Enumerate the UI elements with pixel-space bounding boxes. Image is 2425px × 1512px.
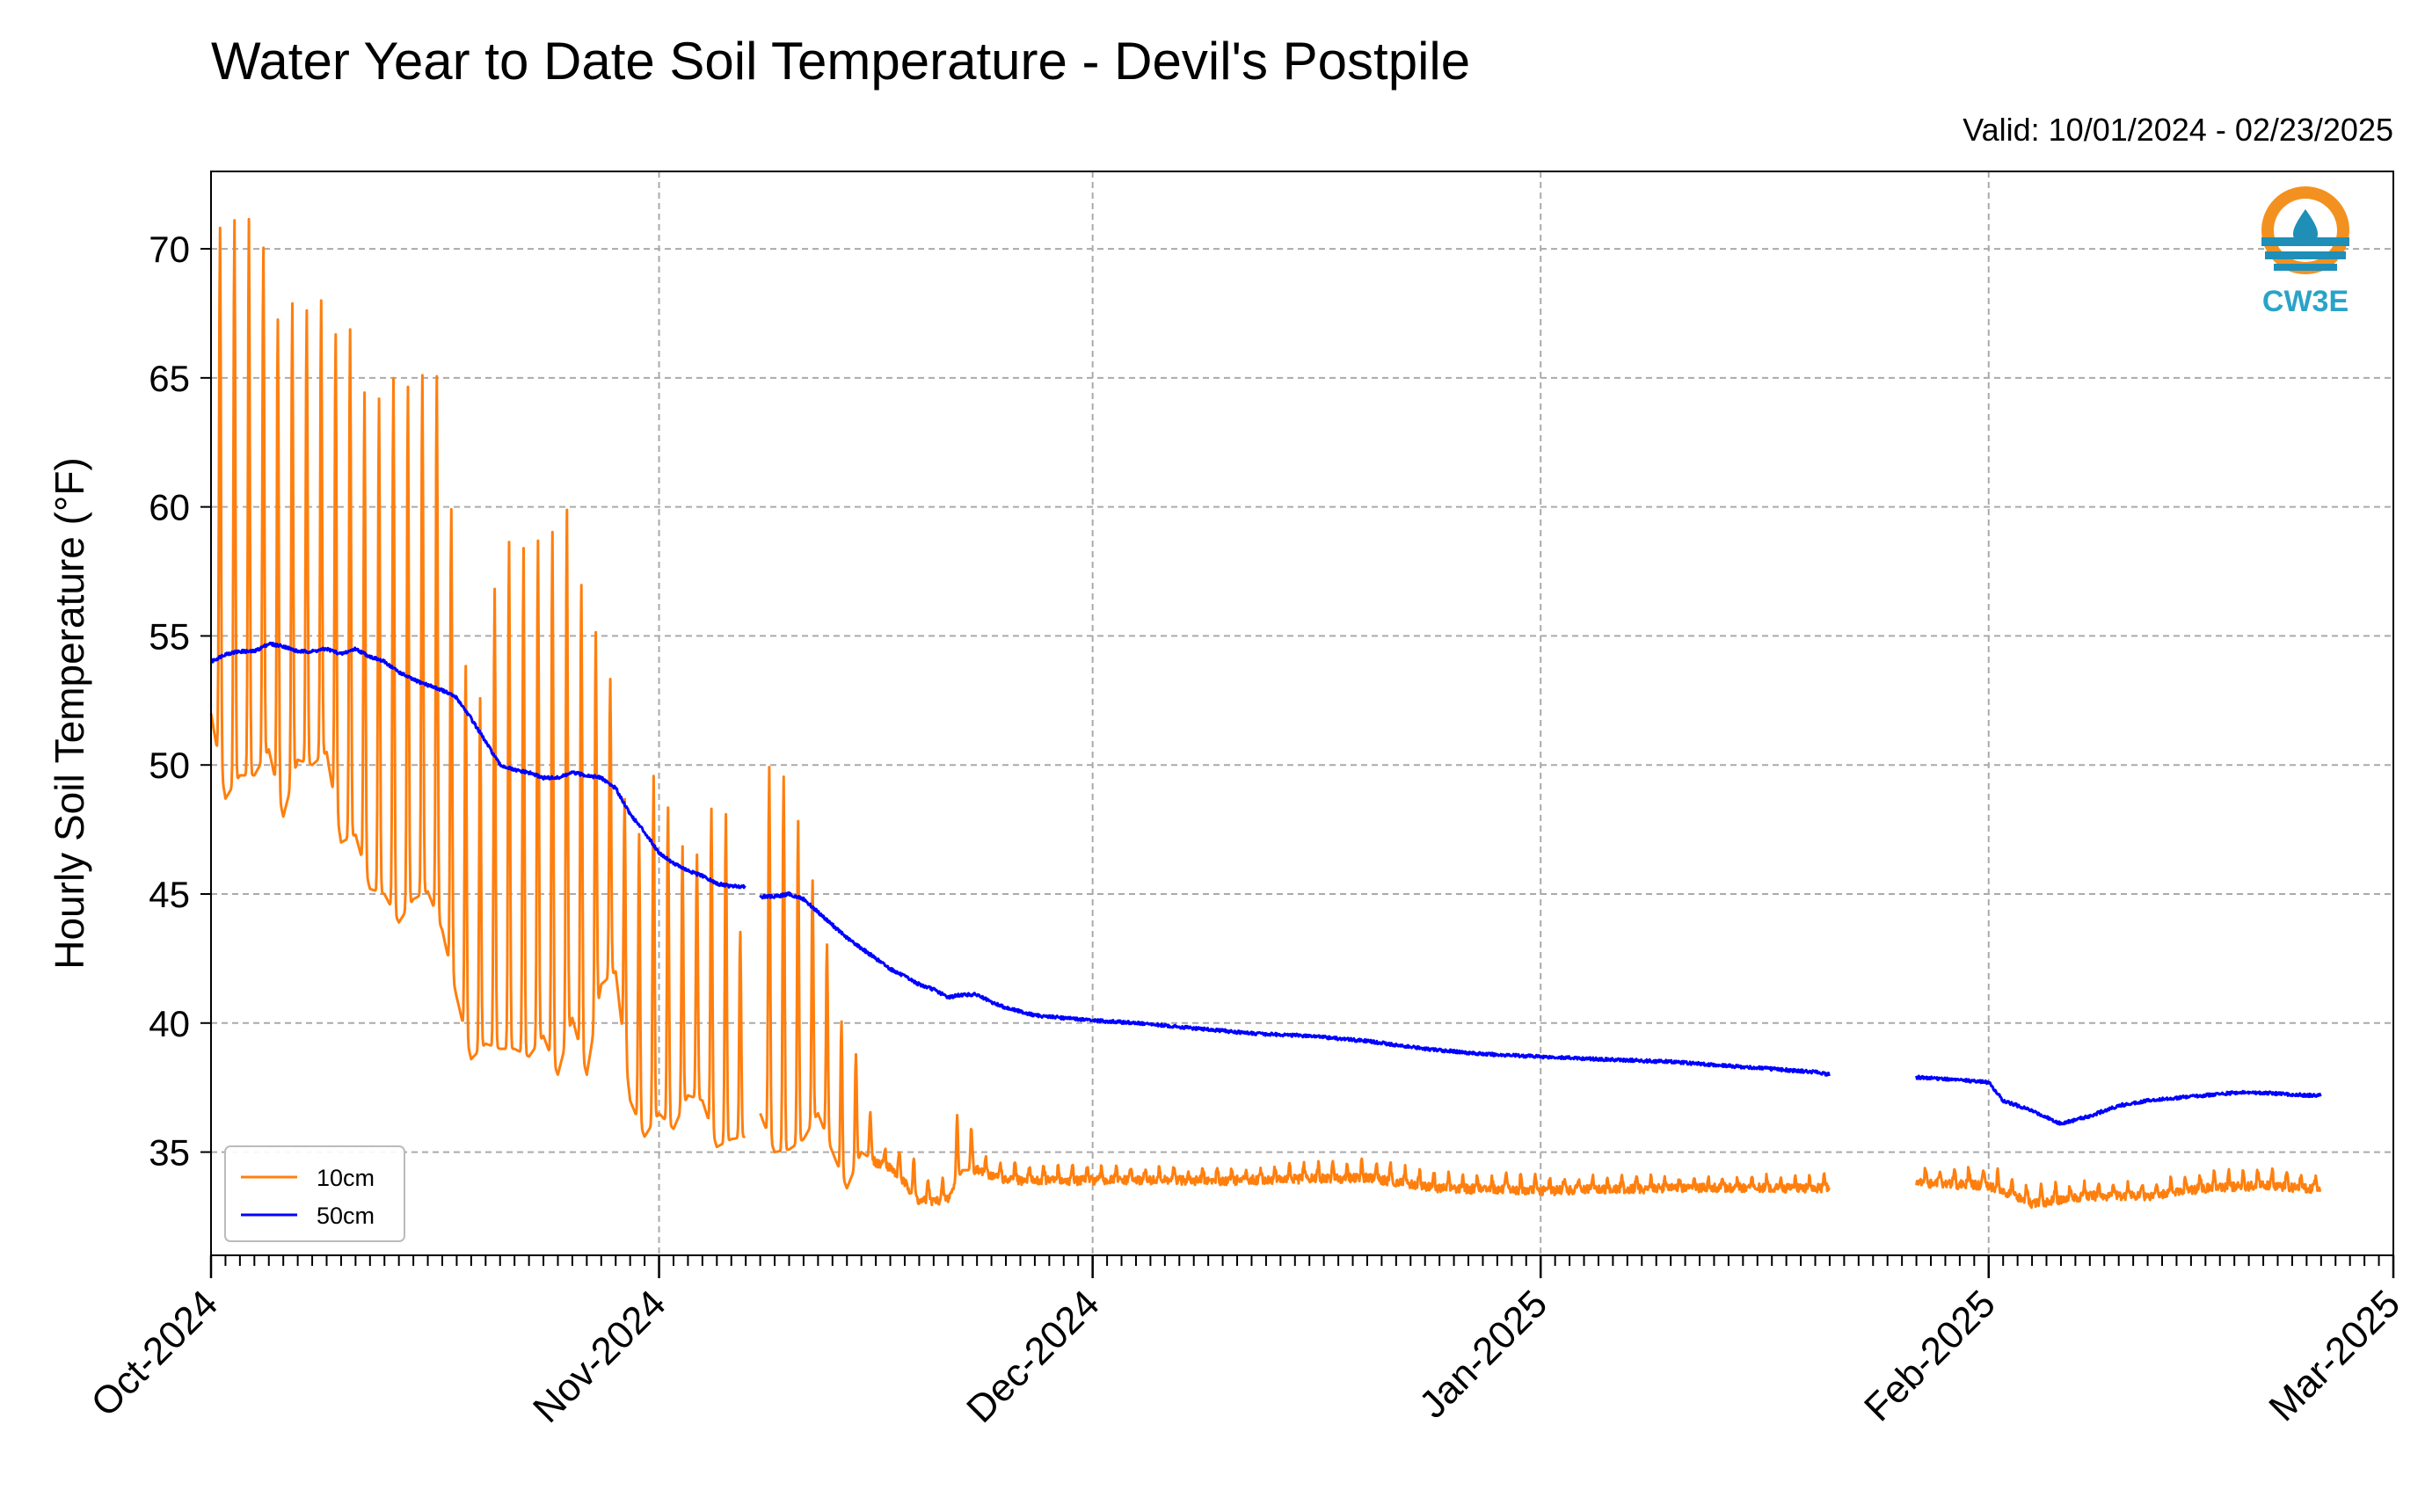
- x-tick-label: Nov-2024: [525, 1282, 674, 1431]
- x-tick-label: Mar-2025: [2261, 1282, 2408, 1429]
- series-line-10cm: [1915, 1166, 2322, 1210]
- legend-label-10cm: 10cm: [317, 1165, 375, 1191]
- chart-subtitle: Valid: 10/01/2024 - 02/23/2025: [1963, 112, 2393, 148]
- x-tick-label: Jan-2025: [1411, 1282, 1555, 1426]
- chart-title: Water Year to Date Soil Temperature - De…: [211, 32, 1470, 91]
- y-tick-label: 35: [149, 1132, 190, 1174]
- y-tick-label: 60: [149, 487, 190, 528]
- legend-label-50cm: 50cm: [317, 1203, 375, 1229]
- cw3e-logo: CW3E: [2261, 186, 2349, 318]
- y-tick-label: 40: [149, 1003, 190, 1044]
- series-line-50cm: [759, 890, 1831, 1077]
- y-tick-label: 45: [149, 874, 190, 915]
- x-tick-label: Feb-2025: [1856, 1282, 2004, 1429]
- y-tick-label: 55: [149, 615, 190, 657]
- plot-frame: [210, 171, 2394, 1256]
- y-tick-label: 65: [149, 358, 190, 399]
- y-axis-label: Hourly Soil Temperature (°F): [47, 457, 92, 970]
- x-tick-label: Oct-2024: [83, 1282, 226, 1425]
- logo-water-drop-icon: [2293, 209, 2318, 246]
- x-tick-label: Dec-2024: [958, 1282, 1108, 1431]
- series-line-10cm: [759, 766, 1831, 1207]
- y-tick-label: 70: [149, 229, 190, 270]
- series-line-50cm: [1915, 1074, 2322, 1126]
- series-line-50cm: [210, 641, 746, 890]
- legend: 10cm 50cm: [224, 1145, 405, 1242]
- logo-text: CW3E: [2262, 285, 2349, 318]
- axes: 35 40 45 50 55 60 65 70 Oct-2024 Nov-2024 Dec-2024…: [83, 229, 2408, 1431]
- series-10cm: [209, 217, 2322, 1210]
- series-50cm: [210, 641, 2322, 1126]
- series-layer: [209, 217, 2322, 1210]
- y-tick-label: 50: [149, 745, 190, 786]
- series-line-10cm: [209, 217, 746, 1149]
